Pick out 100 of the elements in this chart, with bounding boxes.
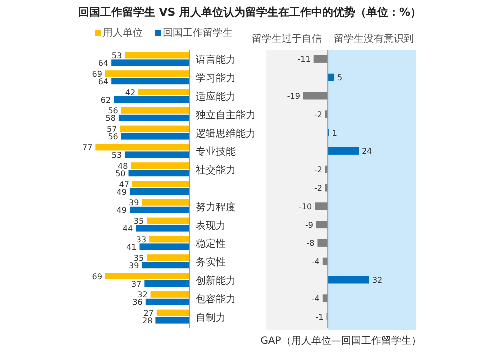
- data-label: -4: [312, 294, 320, 304]
- y-tick-label: 社交能力: [196, 164, 236, 177]
- data-label: 24: [362, 147, 372, 156]
- data-label: -19: [287, 92, 300, 101]
- bar: [328, 276, 370, 284]
- bar: [315, 202, 328, 210]
- bar: [318, 239, 328, 247]
- data-label: 53: [112, 51, 122, 60]
- data-label: -2: [314, 110, 322, 120]
- y-tick-label: 自制力: [196, 312, 226, 324]
- bar: [142, 262, 190, 269]
- y-tick-label: 包容能力: [196, 293, 236, 306]
- legend-label: 用人单位: [103, 27, 143, 39]
- data-label: 1: [332, 128, 338, 138]
- bar: [150, 236, 190, 243]
- bar: [118, 114, 190, 122]
- bar: [328, 147, 360, 155]
- data-label: 39: [129, 261, 140, 270]
- band-label: 留学生没有意识到: [334, 33, 414, 45]
- data-label: 35: [134, 254, 144, 263]
- data-label: 28: [142, 316, 153, 326]
- data-label: 58: [106, 114, 116, 124]
- data-label: 5: [338, 74, 343, 83]
- y-tick-label: 逻辑思维能力: [196, 128, 256, 140]
- bar: [121, 133, 190, 140]
- data-label: 49: [116, 206, 127, 216]
- bar: [147, 218, 190, 224]
- data-label: -8: [306, 239, 315, 248]
- y-tick-label: 学习能力: [196, 72, 236, 85]
- bar: [105, 273, 190, 280]
- data-label: 35: [134, 217, 144, 226]
- bar: [114, 96, 190, 103]
- data-label: -2: [314, 184, 322, 193]
- data-label: 32: [372, 276, 383, 285]
- bar: [140, 244, 190, 250]
- data-label: 62: [100, 96, 112, 105]
- data-label: -10: [299, 202, 312, 212]
- data-label: -11: [298, 55, 311, 64]
- data-label: 47: [119, 180, 130, 190]
- bar: [105, 70, 190, 78]
- bar: [112, 60, 190, 66]
- bar: [156, 310, 190, 316]
- bar: [132, 181, 190, 188]
- y-tick-label: 独立自主能力: [196, 109, 256, 122]
- bar: [314, 55, 328, 63]
- data-label: 49: [116, 188, 127, 197]
- data-label: 50: [116, 169, 126, 178]
- data-label: 39: [129, 198, 140, 208]
- y-tick-label: 语言能力: [196, 54, 236, 66]
- bar: [156, 317, 190, 324]
- data-label: 53: [112, 150, 122, 160]
- data-label: -2: [314, 166, 322, 175]
- data-label: -4: [312, 258, 320, 267]
- data-label: 44: [122, 224, 134, 234]
- legend-label: 回国工作留学生: [163, 27, 233, 39]
- y-tick-label: 努力程度: [196, 201, 236, 214]
- data-label: 57: [106, 125, 118, 134]
- bar: [96, 144, 190, 151]
- bar: [147, 254, 190, 262]
- y-tick-label: 务实性: [196, 256, 226, 269]
- bar: [150, 291, 190, 298]
- bar: [128, 170, 190, 177]
- bar: [125, 152, 190, 158]
- data-label: 56: [108, 132, 118, 142]
- data-label: 36: [132, 298, 143, 308]
- data-label: 64: [98, 58, 109, 68]
- band-label: 留学生过于自信: [252, 33, 322, 45]
- data-label: -9: [305, 220, 314, 230]
- data-label: 48: [118, 162, 128, 171]
- bar: [136, 225, 190, 232]
- bar: [120, 126, 190, 132]
- bar: [328, 74, 335, 82]
- bar: [304, 92, 328, 100]
- data-label: 42: [125, 88, 136, 98]
- bar: [125, 52, 190, 59]
- y-tick-label: 适应能力: [196, 91, 236, 103]
- bar: [112, 78, 190, 85]
- y-tick-label: 稳定性: [196, 238, 226, 250]
- bar: [121, 107, 190, 114]
- data-label: 27: [144, 309, 154, 318]
- bar: [130, 206, 190, 214]
- data-label: 77: [82, 143, 93, 152]
- text: 回国工作留学生 VS 用人单位认为留学生在工作中的优势（单位：%）: [78, 6, 422, 19]
- data-label: 69: [92, 272, 102, 282]
- bar: [138, 89, 190, 96]
- data-label: 64: [98, 77, 109, 86]
- data-label: 41: [126, 242, 137, 252]
- data-label: 56: [108, 106, 118, 116]
- data-label: 69: [92, 70, 102, 79]
- bar: [142, 199, 190, 206]
- bar: [130, 188, 190, 195]
- bar: [144, 280, 190, 287]
- bar: [146, 298, 190, 306]
- text: GAP（用人单位—回国工作留学生）: [260, 335, 422, 347]
- y-tick-label: 表现力: [196, 220, 226, 232]
- data-label: 33: [136, 235, 147, 244]
- data-label: 37: [131, 280, 142, 289]
- data-label: 32: [138, 290, 148, 300]
- bar: [131, 162, 190, 170]
- bar: [316, 221, 328, 229]
